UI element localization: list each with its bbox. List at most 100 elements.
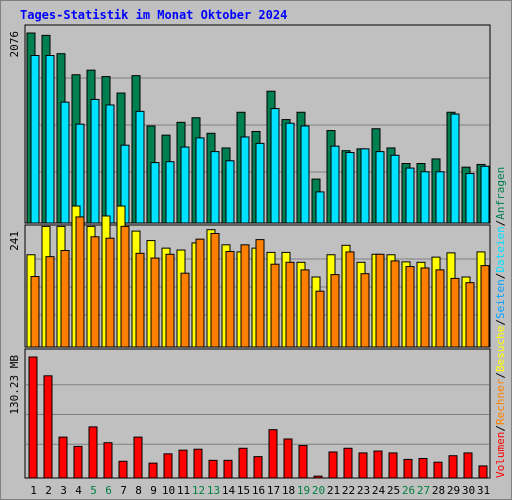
bar-volumen-day-23 xyxy=(358,452,368,479)
bar-rechner-day-22 xyxy=(345,251,355,348)
bar-dateien-day-2 xyxy=(45,55,55,224)
bar-dateien-day-14 xyxy=(225,160,235,224)
bar-volumen-day-25 xyxy=(388,452,398,479)
bar-volumen-day-31 xyxy=(478,465,488,479)
bar-dateien-day-30 xyxy=(465,173,475,224)
x-tick-label-17: 17 xyxy=(267,484,280,497)
bar-dateien-day-26 xyxy=(405,167,415,224)
bar-rechner-day-7 xyxy=(120,225,130,348)
x-tick-label-8: 8 xyxy=(135,484,142,497)
bar-dateien-day-10 xyxy=(165,161,175,224)
legend-dateien: Dateien xyxy=(494,226,507,272)
legend-separator: / xyxy=(494,220,507,227)
bar-volumen-day-9 xyxy=(148,462,158,479)
bar-dateien-day-31 xyxy=(480,165,490,224)
legend-volumen: Volumen xyxy=(494,432,507,478)
bar-volumen-day-30 xyxy=(463,452,473,479)
x-tick-label-26: 26 xyxy=(402,484,415,497)
bar-volumen-day-20 xyxy=(313,475,323,479)
bar-volumen-day-1 xyxy=(28,356,38,479)
bar-rechner-day-19 xyxy=(300,269,310,348)
side-legend: Volumen/Rechner/Besuche/Seiten/Dateien/A… xyxy=(494,167,507,478)
bar-dateien-day-18 xyxy=(285,122,295,224)
bar-volumen-day-15 xyxy=(238,447,248,479)
x-tick-label-23: 23 xyxy=(357,484,370,497)
bar-dateien-day-16 xyxy=(255,142,265,224)
panel-2-y-label: 241 xyxy=(8,231,21,251)
x-tick-label-13: 13 xyxy=(207,484,220,497)
bar-dateien-day-9 xyxy=(150,162,160,224)
x-tick-label-27: 27 xyxy=(417,484,430,497)
legend-besuche: Besuche xyxy=(494,326,507,372)
bar-volumen-day-28 xyxy=(433,461,443,479)
bar-rechner-day-28 xyxy=(435,269,445,348)
bar-rechner-day-5 xyxy=(90,236,100,348)
bar-rechner-day-13 xyxy=(210,232,220,348)
bar-dateien-day-12 xyxy=(195,137,205,224)
bar-volumen-day-12 xyxy=(193,448,203,479)
bar-volumen-day-4 xyxy=(73,445,83,479)
bar-rechner-day-24 xyxy=(375,253,385,348)
bar-dateien-day-19 xyxy=(300,125,310,224)
bar-volumen-day-24 xyxy=(373,450,383,479)
bar-dateien-day-24 xyxy=(375,151,385,224)
bar-rechner-day-21 xyxy=(330,274,340,348)
legend-separator: / xyxy=(494,273,507,280)
bar-rechner-day-27 xyxy=(420,267,430,348)
bar-volumen-day-21 xyxy=(328,451,338,479)
x-tick-label-21: 21 xyxy=(327,484,340,497)
bar-volumen-day-7 xyxy=(118,460,128,479)
x-tick-label-22: 22 xyxy=(342,484,355,497)
legend-separator: / xyxy=(494,319,507,326)
x-tick-label-2: 2 xyxy=(45,484,52,497)
bar-rechner-day-26 xyxy=(405,266,415,348)
x-tick-label-9: 9 xyxy=(150,484,157,497)
legend-anfragen: Anfragen xyxy=(494,167,507,220)
bar-volumen-day-5 xyxy=(88,426,98,479)
bar-dateien-day-1 xyxy=(30,55,40,224)
bar-volumen-day-17 xyxy=(268,429,278,479)
x-tick-label-29: 29 xyxy=(447,484,460,497)
bar-dateien-day-6 xyxy=(105,104,115,224)
panel-1-y-label: 2076 xyxy=(8,31,21,58)
bar-rechner-day-14 xyxy=(225,250,235,348)
x-tick-label-12: 12 xyxy=(192,484,205,497)
bar-rechner-day-11 xyxy=(180,272,190,348)
x-tick-label-19: 19 xyxy=(297,484,310,497)
bar-rechner-day-16 xyxy=(255,239,265,348)
x-tick-label-24: 24 xyxy=(372,484,386,497)
x-tick-label-18: 18 xyxy=(282,484,295,497)
bar-rechner-day-2 xyxy=(45,256,55,348)
x-tick-label-20: 20 xyxy=(312,484,325,497)
bar-volumen-day-14 xyxy=(223,459,233,479)
bar-volumen-day-8 xyxy=(133,436,143,479)
bar-dateien-day-5 xyxy=(90,98,100,224)
x-tick-label-16: 16 xyxy=(252,484,265,497)
bar-volumen-day-3 xyxy=(58,436,68,479)
bar-rechner-day-12 xyxy=(195,238,205,348)
bar-volumen-day-13 xyxy=(208,459,218,479)
x-tick-label-10: 10 xyxy=(162,484,175,497)
bar-dateien-day-8 xyxy=(135,110,145,224)
bar-dateien-day-15 xyxy=(240,136,250,224)
bar-rechner-day-4 xyxy=(75,216,85,348)
bar-dateien-day-20 xyxy=(315,191,325,224)
x-tick-label-5: 5 xyxy=(90,484,97,497)
bar-dateien-day-13 xyxy=(210,151,220,224)
bar-dateien-day-11 xyxy=(180,146,190,224)
x-tick-label-15: 15 xyxy=(237,484,250,497)
bar-dateien-day-27 xyxy=(420,171,430,224)
bar-dateien-day-29 xyxy=(450,113,460,224)
x-tick-label-30: 30 xyxy=(462,484,475,497)
bar-volumen-day-16 xyxy=(253,456,263,479)
legend-seiten: Seiten xyxy=(494,279,507,319)
bar-dateien-day-21 xyxy=(330,145,340,224)
bar-volumen-day-26 xyxy=(403,458,413,479)
bar-rechner-day-23 xyxy=(360,273,370,348)
bar-rechner-day-30 xyxy=(465,282,475,348)
legend-separator: / xyxy=(494,425,507,432)
bar-dateien-day-28 xyxy=(435,171,445,224)
bar-rechner-day-1 xyxy=(30,276,40,348)
